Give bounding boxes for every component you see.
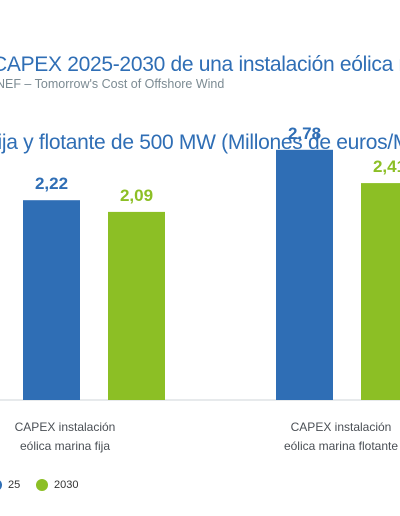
bar-2025-group-2 (276, 149, 333, 400)
legend-label-2025: 25 (8, 479, 21, 491)
data-label-2030-group-2: 2,41 (373, 157, 400, 176)
legend-swatch-2030 (36, 479, 48, 491)
data-label-2025-group-2: 2,78 (288, 124, 321, 143)
legend-item-2025: 25 (0, 479, 20, 491)
chart-source: gNEF – Tomorrow's Cost of Offshore Wind (0, 77, 225, 91)
data-label-2030-group-1: 2,09 (120, 186, 153, 205)
bar-2030-group-1 (108, 211, 165, 400)
chart-title: CAPEX 2025-2030 de una instalación eólic… (0, 0, 400, 182)
data-label-2025-group-1: 2,22 (35, 174, 68, 193)
category-label-2: CAPEX instalación eólica marina flotante (284, 420, 398, 453)
bar-2030-group-2 (361, 183, 400, 400)
chart-title-line-2: fija y flotante de 500 MW (Millones de e… (0, 131, 400, 154)
bar-chart: 2,22 2,09 CAPEX instalación eólica marina f… (0, 124, 400, 453)
legend-item-2030: 2030 (36, 479, 78, 491)
legend-swatch-2025 (0, 479, 2, 491)
category-label-1: CAPEX instalación eólica marina fija (15, 420, 116, 453)
chart-title-line-1: CAPEX 2025-2030 de una instalación eólic… (0, 53, 400, 76)
legend-label-2030: 2030 (54, 479, 79, 491)
bar-2025-group-1 (23, 200, 80, 400)
